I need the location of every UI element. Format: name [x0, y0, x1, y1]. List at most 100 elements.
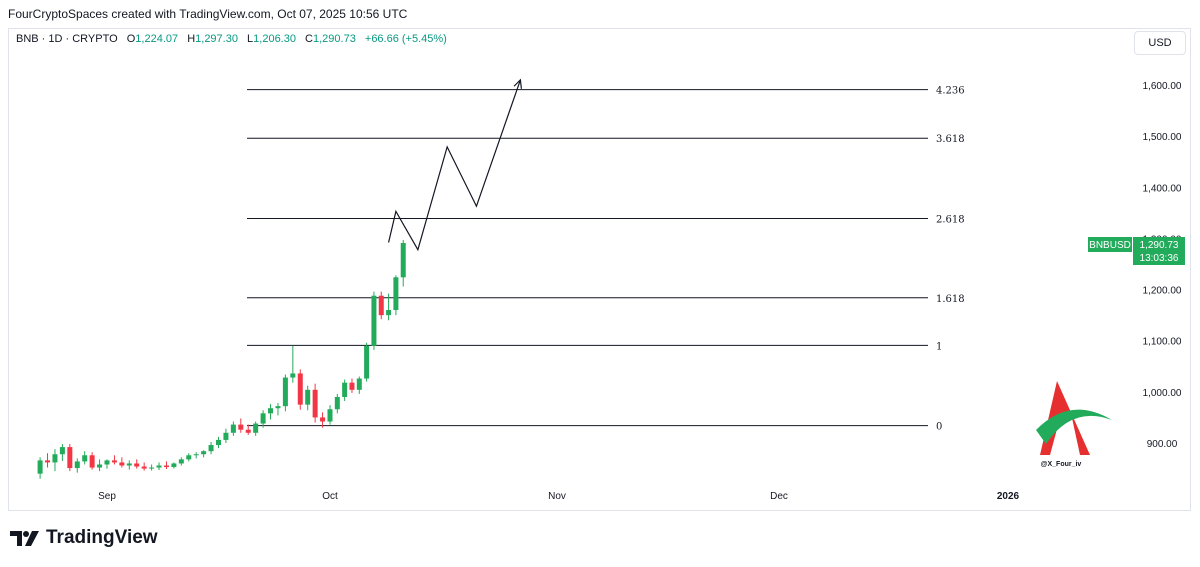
- candle-body: [223, 432, 229, 440]
- high-value: 1,297.30: [195, 33, 238, 45]
- time-tick-label: Dec: [770, 491, 788, 502]
- candle-body: [290, 373, 296, 378]
- candles: [37, 239, 406, 479]
- candle-body: [245, 429, 251, 433]
- candle-body: [67, 447, 73, 469]
- candle: [268, 404, 274, 420]
- candle-body: [141, 466, 147, 469]
- symbol-line: BNB · 1D · CRYPTO: [16, 33, 118, 45]
- candle-body: [371, 295, 377, 346]
- candle-body: [119, 462, 125, 466]
- chart-frame[interactable]: [8, 28, 1191, 511]
- candle: [186, 453, 192, 462]
- candle: [126, 460, 132, 470]
- candle: [378, 291, 384, 320]
- badge-countdown: 13:03:36: [1140, 253, 1179, 264]
- candle-body: [208, 445, 214, 452]
- candle: [193, 452, 199, 459]
- candle: [104, 459, 110, 469]
- price-tick-label: 1,400.00: [1143, 183, 1182, 194]
- price-tick-label: 1,600.00: [1143, 81, 1182, 92]
- candle: [386, 293, 392, 321]
- candle-body: [349, 382, 355, 390]
- candle: [59, 444, 65, 461]
- candle-body: [327, 409, 333, 422]
- candle-body: [275, 406, 281, 409]
- candle: [334, 393, 340, 414]
- candle: [349, 378, 355, 393]
- candle: [305, 385, 311, 411]
- candle: [45, 453, 51, 468]
- time-tick-label: Nov: [548, 491, 566, 502]
- candle: [97, 459, 103, 472]
- candle: [400, 239, 406, 287]
- candle: [111, 455, 117, 465]
- candle: [245, 424, 251, 435]
- candle: [230, 421, 236, 436]
- candle: [149, 464, 155, 471]
- candle: [290, 345, 296, 383]
- fib-level-label: 1: [936, 341, 942, 352]
- candle-body: [386, 310, 392, 316]
- author-watermark: @X_Four_iv: [1036, 381, 1112, 468]
- footer-brand: TradingView: [46, 527, 158, 548]
- ohlc-legend: BNB · 1D · CRYPTO O1,224.07 H1,297.30 L1…: [16, 33, 447, 45]
- candle: [312, 383, 318, 423]
- time-tick-label: Oct: [322, 491, 338, 502]
- price-tick-label: 900.00: [1147, 439, 1178, 450]
- candle-body: [253, 423, 259, 433]
- candle: [356, 376, 362, 394]
- tradingview-logo[interactable]: TradingView: [10, 527, 158, 549]
- candle: [163, 461, 169, 470]
- fib-levels: 0 1 1.618 2.618 3.618 4.236: [247, 86, 965, 433]
- fib-level-label: 2.618: [936, 214, 965, 225]
- candle-body: [378, 295, 384, 316]
- candle: [67, 444, 73, 472]
- candle-body: [45, 460, 51, 463]
- candle-body: [134, 463, 140, 467]
- fib-level-label: 0: [936, 422, 942, 433]
- logo-swoosh: [1036, 409, 1112, 444]
- candle-body: [89, 455, 95, 468]
- candle-body: [268, 408, 274, 414]
- close-key: C: [305, 33, 313, 45]
- candle-body: [393, 277, 399, 311]
- low-key: L: [247, 33, 254, 45]
- currency-button[interactable]: USD: [1134, 31, 1186, 55]
- candle-body: [74, 461, 80, 469]
- candle-body: [82, 455, 88, 462]
- candle-body: [52, 454, 58, 463]
- candle-body: [400, 243, 406, 278]
- attribution-text: FourCryptoSpaces created with TradingVie…: [8, 7, 408, 21]
- badge-price-bg: [1133, 237, 1185, 265]
- candle: [253, 421, 259, 436]
- tradingview-icon: [10, 531, 39, 546]
- candle: [216, 436, 221, 449]
- candle: [364, 342, 370, 382]
- candle: [156, 462, 162, 471]
- time-tick-label: 2026: [997, 491, 1020, 502]
- candle: [82, 451, 88, 465]
- candle: [297, 369, 303, 410]
- candle: [327, 405, 333, 425]
- candle-body: [149, 467, 155, 469]
- candle-body: [320, 417, 326, 422]
- candle-body: [201, 451, 207, 455]
- price-tick-label: 1,500.00: [1143, 132, 1182, 143]
- candle: [37, 457, 43, 479]
- candle: [171, 462, 177, 469]
- price-tick-label: 1,000.00: [1143, 388, 1182, 399]
- price-axis: 900.001,000.001,100.001,200.001,300.001,…: [1143, 81, 1182, 450]
- fib-level-label: 1.618: [936, 294, 965, 305]
- price-badge: BNBUSD 1,290.73 13:03:36: [1088, 237, 1185, 265]
- candle-body: [104, 460, 110, 465]
- candle-body: [305, 389, 311, 405]
- candle-body: [186, 455, 192, 460]
- candle: [260, 410, 266, 428]
- candle-body: [364, 345, 370, 379]
- candle-body: [230, 424, 236, 433]
- candle: [141, 462, 147, 471]
- candle: [342, 379, 348, 402]
- candle: [208, 441, 214, 455]
